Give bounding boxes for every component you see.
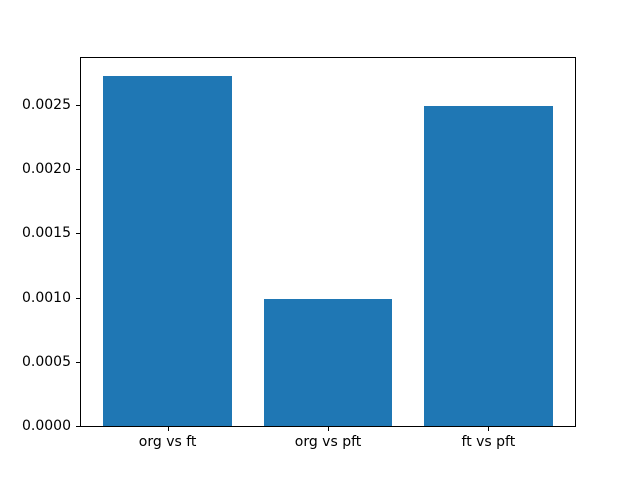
y-tick-label: 0.0020 xyxy=(22,161,71,178)
y-tick-mark xyxy=(76,105,80,107)
bar xyxy=(424,106,553,426)
x-tick-mark xyxy=(328,427,329,431)
y-tick-label: 0.0025 xyxy=(22,97,71,114)
y-tick-mark xyxy=(76,426,80,427)
y-tick-label: 0.0005 xyxy=(22,353,71,370)
x-tick-label: org vs ft xyxy=(138,434,197,450)
y-tick-mark xyxy=(76,361,80,363)
y-tick-mark xyxy=(76,297,80,299)
x-tick-label: org vs pft xyxy=(294,434,362,450)
x-tick-mark xyxy=(488,427,490,431)
plot-area xyxy=(80,57,576,427)
y-tick-label: 0.0010 xyxy=(22,289,71,306)
y-tick-mark xyxy=(76,169,80,171)
y-tick-label: 0.0000 xyxy=(22,418,71,434)
bar xyxy=(103,75,232,426)
y-tick-label: 0.0015 xyxy=(22,225,71,242)
x-tick-mark xyxy=(167,427,169,431)
y-tick-mark xyxy=(76,233,80,235)
x-tick-label: ft vs pft xyxy=(461,434,516,450)
bar xyxy=(263,298,393,426)
